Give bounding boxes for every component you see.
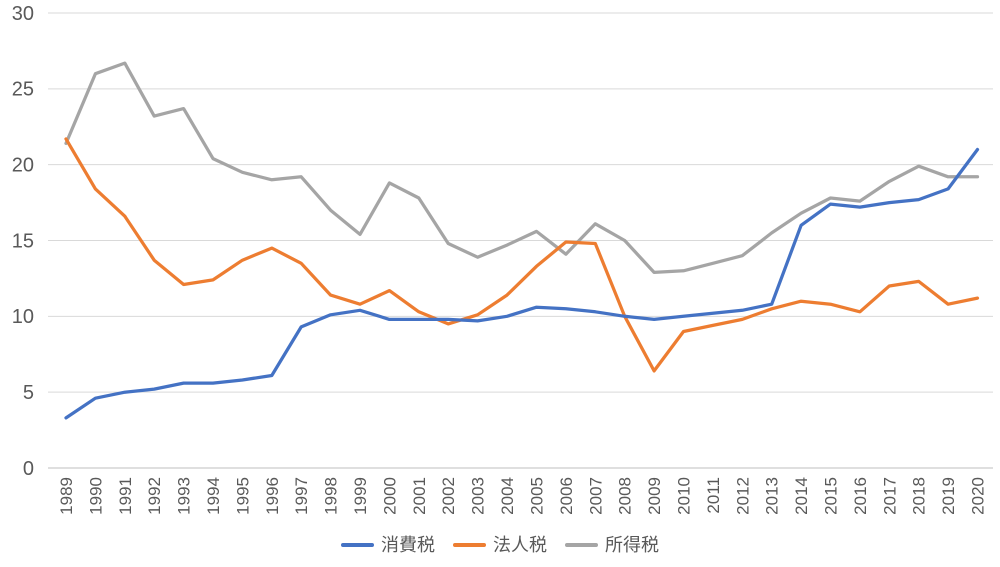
- corporate-tax-line: [64, 137, 980, 373]
- x-axis-tick-label: 1991: [116, 477, 135, 515]
- consumption-tax-line: [64, 147, 980, 420]
- chart-legend: 消費税 法人税 所得税: [0, 532, 1000, 558]
- legend-item-consumption-tax: 消費税: [341, 536, 435, 554]
- x-axis-tick-label: 2011: [704, 477, 723, 514]
- x-axis-tick-label: 2015: [821, 477, 840, 515]
- y-axis-tick-label: 5: [23, 382, 34, 404]
- x-axis-tick-label: 2017: [880, 477, 899, 515]
- x-axis-tick-label: 1993: [175, 477, 194, 515]
- x-axis-tick-label: 2005: [527, 477, 546, 515]
- x-axis-tick-label: 2012: [733, 477, 752, 515]
- x-axis-tick-label: 2002: [439, 477, 458, 515]
- x-axis-tick-label: 1992: [145, 477, 164, 515]
- legend-label: 所得税: [605, 535, 659, 555]
- x-axis-tick-label: 2008: [616, 477, 635, 515]
- x-axis-tick-label: 2020: [969, 477, 988, 515]
- x-axis-tick-label: 1989: [57, 477, 76, 515]
- x-axis-tick-label: 2014: [792, 477, 811, 515]
- x-axis-tick-label: 1999: [351, 477, 370, 515]
- x-axis-tick-label: 2010: [674, 477, 693, 515]
- y-axis-tick-label: 10: [12, 306, 34, 328]
- x-axis-tick-label: 1995: [233, 477, 252, 515]
- y-axis-tick-labels: 0 5 10 15 20 25 30: [12, 3, 34, 480]
- x-axis-tick-label: 2003: [469, 477, 488, 515]
- legend-label: 消費税: [381, 535, 435, 555]
- legend-label: 法人税: [493, 535, 547, 555]
- x-axis-tick-label: 2006: [557, 477, 576, 515]
- y-axis-tick-label: 20: [12, 154, 34, 176]
- legend-line-swatch-consumption-tax: [341, 543, 374, 547]
- gridlines: [48, 12, 993, 469]
- x-axis-tick-label: 2007: [586, 477, 605, 515]
- y-axis-tick-label: 0: [23, 458, 34, 480]
- x-axis-tick-label: 1994: [204, 477, 223, 515]
- x-axis-tick-label: 2013: [763, 477, 782, 515]
- y-axis-tick-label: 30: [12, 3, 34, 25]
- x-axis-tick-label: 2016: [851, 477, 870, 515]
- legend-line-swatch-corporate-tax: [453, 543, 486, 547]
- x-axis-tick-label: 1996: [263, 477, 282, 515]
- x-axis-tick-label: 2000: [380, 477, 399, 515]
- x-axis-tick-label: 2004: [498, 477, 517, 515]
- x-axis-tick-labels: 1989 1990 1991 1992 1993 1994 1995 1996 1997 1998…: [57, 477, 988, 515]
- x-axis-tick-label: 2018: [910, 477, 929, 515]
- x-axis-tick-label: 1998: [322, 477, 341, 515]
- legend-line-swatch-income-tax: [565, 543, 598, 547]
- legend-item-corporate-tax: 法人税: [453, 536, 547, 554]
- y-axis-tick-label: 15: [12, 230, 34, 252]
- y-axis-tick-label: 25: [12, 79, 34, 101]
- x-axis-tick-label: 2001: [410, 477, 429, 515]
- income-tax-line: [64, 61, 980, 275]
- x-axis-tick-label: 1997: [292, 477, 311, 515]
- legend-item-income-tax: 所得税: [565, 536, 659, 554]
- x-axis-tick-label: 1990: [86, 477, 105, 515]
- x-axis-tick-label: 2009: [645, 477, 664, 515]
- x-axis-tick-label: 2019: [939, 477, 958, 515]
